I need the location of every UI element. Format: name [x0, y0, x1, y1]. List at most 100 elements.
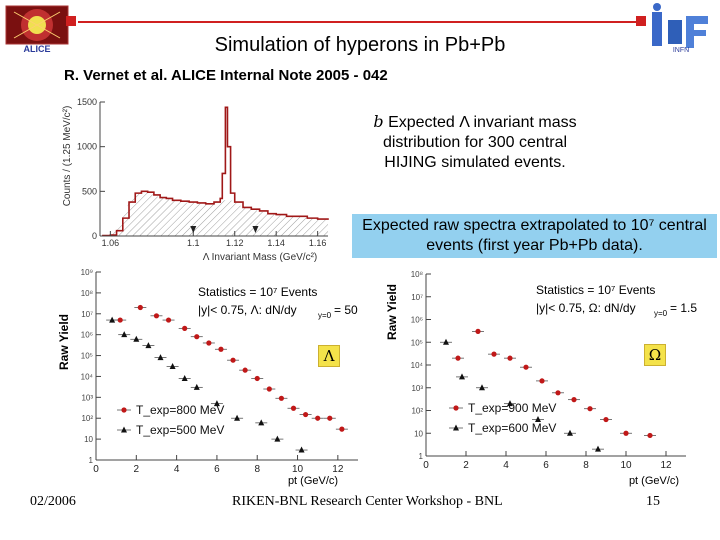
footer-event: RIKEN-BNL Research Center Workshop - BNL	[232, 494, 503, 509]
hist-x-tick-label: 1.1	[187, 238, 200, 248]
lambda-symbol-box: Λ	[318, 345, 340, 367]
lambda-stats-line2: |y|< 0.75, Λ: dN/dy	[198, 303, 297, 317]
footer-page-number: 15	[646, 494, 660, 509]
spectrum-y-tick-label: 10⁸	[411, 270, 423, 279]
spectrum-point-triangle	[133, 335, 140, 342]
spectrum-point-triangle	[234, 414, 241, 421]
lambda-xlabel: pt (GeV/c)	[288, 475, 338, 487]
omega-stats-line2: |y|< 0.75, Ω: dN/dy	[536, 301, 636, 315]
hist-x-tick-label: 1.14	[267, 238, 285, 248]
spectrum-point-circle	[327, 415, 333, 421]
spectrum-x-tick-label: 0	[423, 460, 429, 471]
spectrum-point-triangle	[258, 419, 265, 426]
omega-symbol-box: Ω	[644, 344, 666, 366]
spectrum-x-tick-label: 4	[174, 464, 180, 475]
footer-date: 02/2006	[30, 494, 76, 509]
spectrum-point-triangle	[459, 373, 465, 380]
spectrum-point-circle	[603, 416, 609, 423]
spectrum-point-circle	[523, 364, 529, 370]
spectrum-point-circle	[623, 430, 629, 436]
figure-caption: b Expected Λ invariant mass distribution…	[360, 112, 590, 173]
spectrum-y-tick-label: 1	[89, 456, 94, 465]
spectrum-y-tick-label: 10⁷	[411, 293, 423, 302]
legend-marker-circle	[121, 407, 127, 413]
hist-y-tick-label: 1500	[77, 97, 97, 107]
hist-x-tick-label: 1.06	[102, 238, 120, 248]
spectrum-y-tick-label: 10	[84, 435, 93, 444]
spectrum-point-circle	[555, 390, 561, 396]
spectrum-point-triangle	[535, 416, 541, 423]
omega-stats-sub: y=0	[654, 309, 668, 318]
spectrum-point-triangle	[109, 316, 116, 323]
spectrum-y-tick-label: 10⁶	[81, 331, 93, 340]
spectrum-point-circle	[242, 367, 248, 373]
spectrum-point-circle	[182, 325, 188, 331]
spectrum-point-triangle	[443, 338, 449, 345]
spectrum-y-tick-label: 10⁴	[411, 361, 424, 370]
spectrum-point-circle	[587, 406, 593, 412]
infn-logo: INFN	[648, 2, 714, 54]
caption-bullet: b	[373, 112, 384, 131]
spectrum-point-circle	[230, 357, 236, 363]
spectrum-point-triangle	[145, 342, 152, 349]
spectrum-point-circle	[455, 355, 461, 361]
omega-stats-line1: Statistics = 10⁷ Events	[536, 283, 655, 297]
spectrum-point-circle	[290, 405, 297, 411]
spectrum-point-circle	[117, 317, 123, 323]
spectrum-point-circle	[491, 351, 497, 357]
spectrum-x-tick-label: 6	[543, 460, 549, 471]
spectrum-point-triangle	[507, 400, 513, 407]
spectrum-point-triangle	[157, 354, 164, 361]
hist-background-hatch	[102, 191, 328, 236]
title-bar-left-square	[66, 16, 76, 26]
hist-y-tick-label: 1000	[77, 142, 97, 152]
invariant-mass-chart: 0 500 1000 1500 1.06 1.1 1.12 1.14 1.16 Counts /…	[62, 97, 329, 263]
legend-label: T_exp=900 MeV	[468, 401, 556, 415]
spectrum-point-circle	[206, 340, 212, 346]
lambda-ylabel: Raw Yield	[58, 314, 71, 370]
spectrum-point-triangle	[213, 400, 220, 407]
spectrum-point-circle	[194, 334, 200, 340]
hist-window-arrow	[252, 226, 259, 233]
spectrum-y-tick-label: 10	[414, 429, 423, 438]
infn-logo-text: INFN	[673, 47, 689, 54]
hist-window-arrow	[190, 226, 197, 233]
spectrum-point-circle	[165, 317, 172, 323]
spectrum-x-tick-label: 2	[463, 460, 469, 471]
spectrum-x-tick-label: 8	[254, 464, 260, 475]
omega-ylabel: Raw Yield	[386, 284, 399, 340]
spectrum-point-circle	[153, 313, 160, 319]
caption-text: Expected Λ invariant mass distribution f…	[382, 114, 577, 171]
lambda-stats-value: = 50	[334, 303, 358, 317]
spectrum-point-triangle	[169, 362, 176, 369]
spectrum-y-tick-label: 10⁷	[81, 310, 93, 319]
legend-label: T_exp=500 MeV	[136, 423, 224, 437]
legend-marker-circle	[453, 405, 459, 411]
spectrum-y-tick-label: 10³	[81, 393, 93, 402]
omega-spectrum-chart: 1 10 10² 10³ 10⁴ 10⁵ 10⁶ 10⁷ 10⁸ 0 2 4 6 8 10 12 T_exp=9…	[386, 270, 697, 487]
hist-y-tick-label: 0	[92, 231, 97, 241]
spectrum-x-tick-label: 10	[292, 464, 304, 475]
spectrum-point-triangle	[181, 374, 188, 381]
alice-logo: ALICE	[4, 4, 70, 54]
spectrum-x-tick-label: 2	[134, 464, 140, 475]
spectrum-point-triangle	[298, 446, 305, 453]
spectrum-y-tick-label: 10⁸	[81, 289, 93, 298]
spectrum-point-circle	[339, 426, 345, 432]
spectrum-y-tick-label: 10⁹	[81, 268, 93, 277]
spectrum-x-tick-label: 10	[620, 460, 632, 471]
legend-label: T_exp=600 MeV	[468, 421, 556, 435]
spectrum-y-tick-label: 10²	[81, 414, 93, 423]
spectrum-x-tick-label: 4	[503, 460, 509, 471]
slide-title: Simulation of hyperons in Pb+Pb	[214, 34, 506, 56]
spectrum-x-tick-label: 6	[214, 464, 220, 475]
spectrum-point-circle	[315, 415, 321, 421]
lambda-stats-line1: Statistics = 10⁷ Events	[198, 285, 317, 299]
title-underline	[78, 21, 638, 23]
hist-ylabel: Counts / (1.25 MeV/c²)	[62, 106, 73, 207]
spectrum-point-circle	[507, 355, 513, 361]
spectrum-point-circle	[137, 304, 143, 311]
lambda-stats-sub: y=0	[318, 311, 332, 320]
spectrum-point-triangle	[193, 383, 200, 390]
spectrum-x-tick-label: 12	[660, 460, 672, 471]
